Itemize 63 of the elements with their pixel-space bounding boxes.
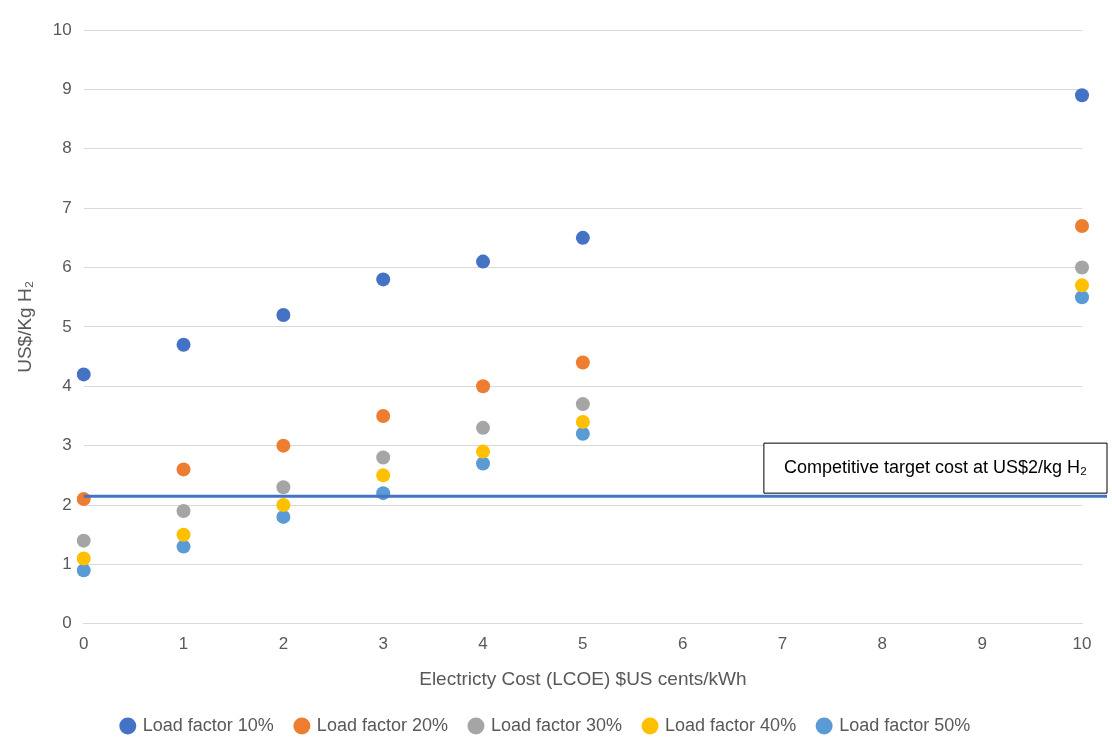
legend-label: Load factor 50%: [839, 714, 971, 735]
point: [376, 450, 391, 465]
point: [376, 408, 391, 423]
y-tick-label: 4: [62, 375, 72, 395]
legend-label: Load factor 10%: [142, 714, 274, 735]
x-tick-label: 2: [278, 633, 289, 653]
y-axis-title: US$/Kg H₂: [13, 280, 35, 373]
point: [76, 563, 91, 578]
y-tick-label: 7: [62, 197, 72, 217]
point: [276, 438, 291, 453]
point: [476, 254, 491, 269]
point: [176, 337, 191, 352]
point: [76, 533, 91, 548]
point: [1075, 218, 1089, 233]
y-tick-label: 8: [62, 138, 72, 158]
point: [476, 379, 491, 394]
x-axis-title: Electricty Cost (LCOE) $US cents/kWh: [419, 667, 747, 689]
point: [176, 527, 191, 542]
point: [575, 414, 590, 429]
point: [376, 468, 391, 483]
y-tick-label: 5: [62, 316, 72, 336]
x-tick-label: 0: [78, 633, 89, 653]
x-tick-label: 5: [578, 633, 588, 653]
point: [76, 551, 91, 566]
point: [1075, 278, 1089, 293]
point: [176, 462, 191, 477]
y-tick-label: 6: [62, 257, 72, 277]
x-tick-label: 6: [677, 633, 688, 653]
x-tick-label: 10: [1072, 633, 1092, 653]
point: [276, 480, 291, 495]
x-tick-label: 8: [877, 633, 888, 653]
point: [476, 420, 491, 435]
point: [76, 367, 91, 382]
point: [476, 444, 491, 459]
point: [176, 539, 191, 554]
x-tick-label: 1: [178, 633, 189, 653]
y-tick-label: 9: [62, 79, 72, 99]
y-tick-label: 10: [52, 19, 72, 39]
point: [575, 397, 590, 412]
x-tick-label: 4: [478, 633, 488, 653]
legend-label: Load factor 40%: [665, 714, 797, 735]
point: [1075, 88, 1089, 103]
ref-line-label: Competitive target cost at US$2/kg H₂: [783, 457, 1088, 478]
point: [476, 456, 491, 471]
point: [276, 509, 291, 524]
point: [176, 503, 191, 518]
y-tick-label: 1: [62, 554, 72, 574]
x-tick-label: 3: [378, 633, 388, 653]
x-tick-label: 9: [977, 633, 987, 653]
y-tick-label: 3: [62, 435, 72, 455]
point: [575, 355, 590, 370]
point: [376, 272, 391, 287]
y-tick-label: 0: [62, 613, 72, 633]
point: [276, 308, 291, 323]
point: [1075, 290, 1089, 305]
x-tick-label: 7: [777, 633, 788, 653]
legend-label: Load factor 20%: [316, 714, 448, 735]
point: [276, 498, 291, 513]
y-tick-label: 2: [62, 494, 72, 514]
point: [575, 426, 590, 441]
legend-label: Load factor 30%: [490, 714, 623, 735]
point: [1075, 260, 1089, 275]
point: [575, 230, 590, 245]
